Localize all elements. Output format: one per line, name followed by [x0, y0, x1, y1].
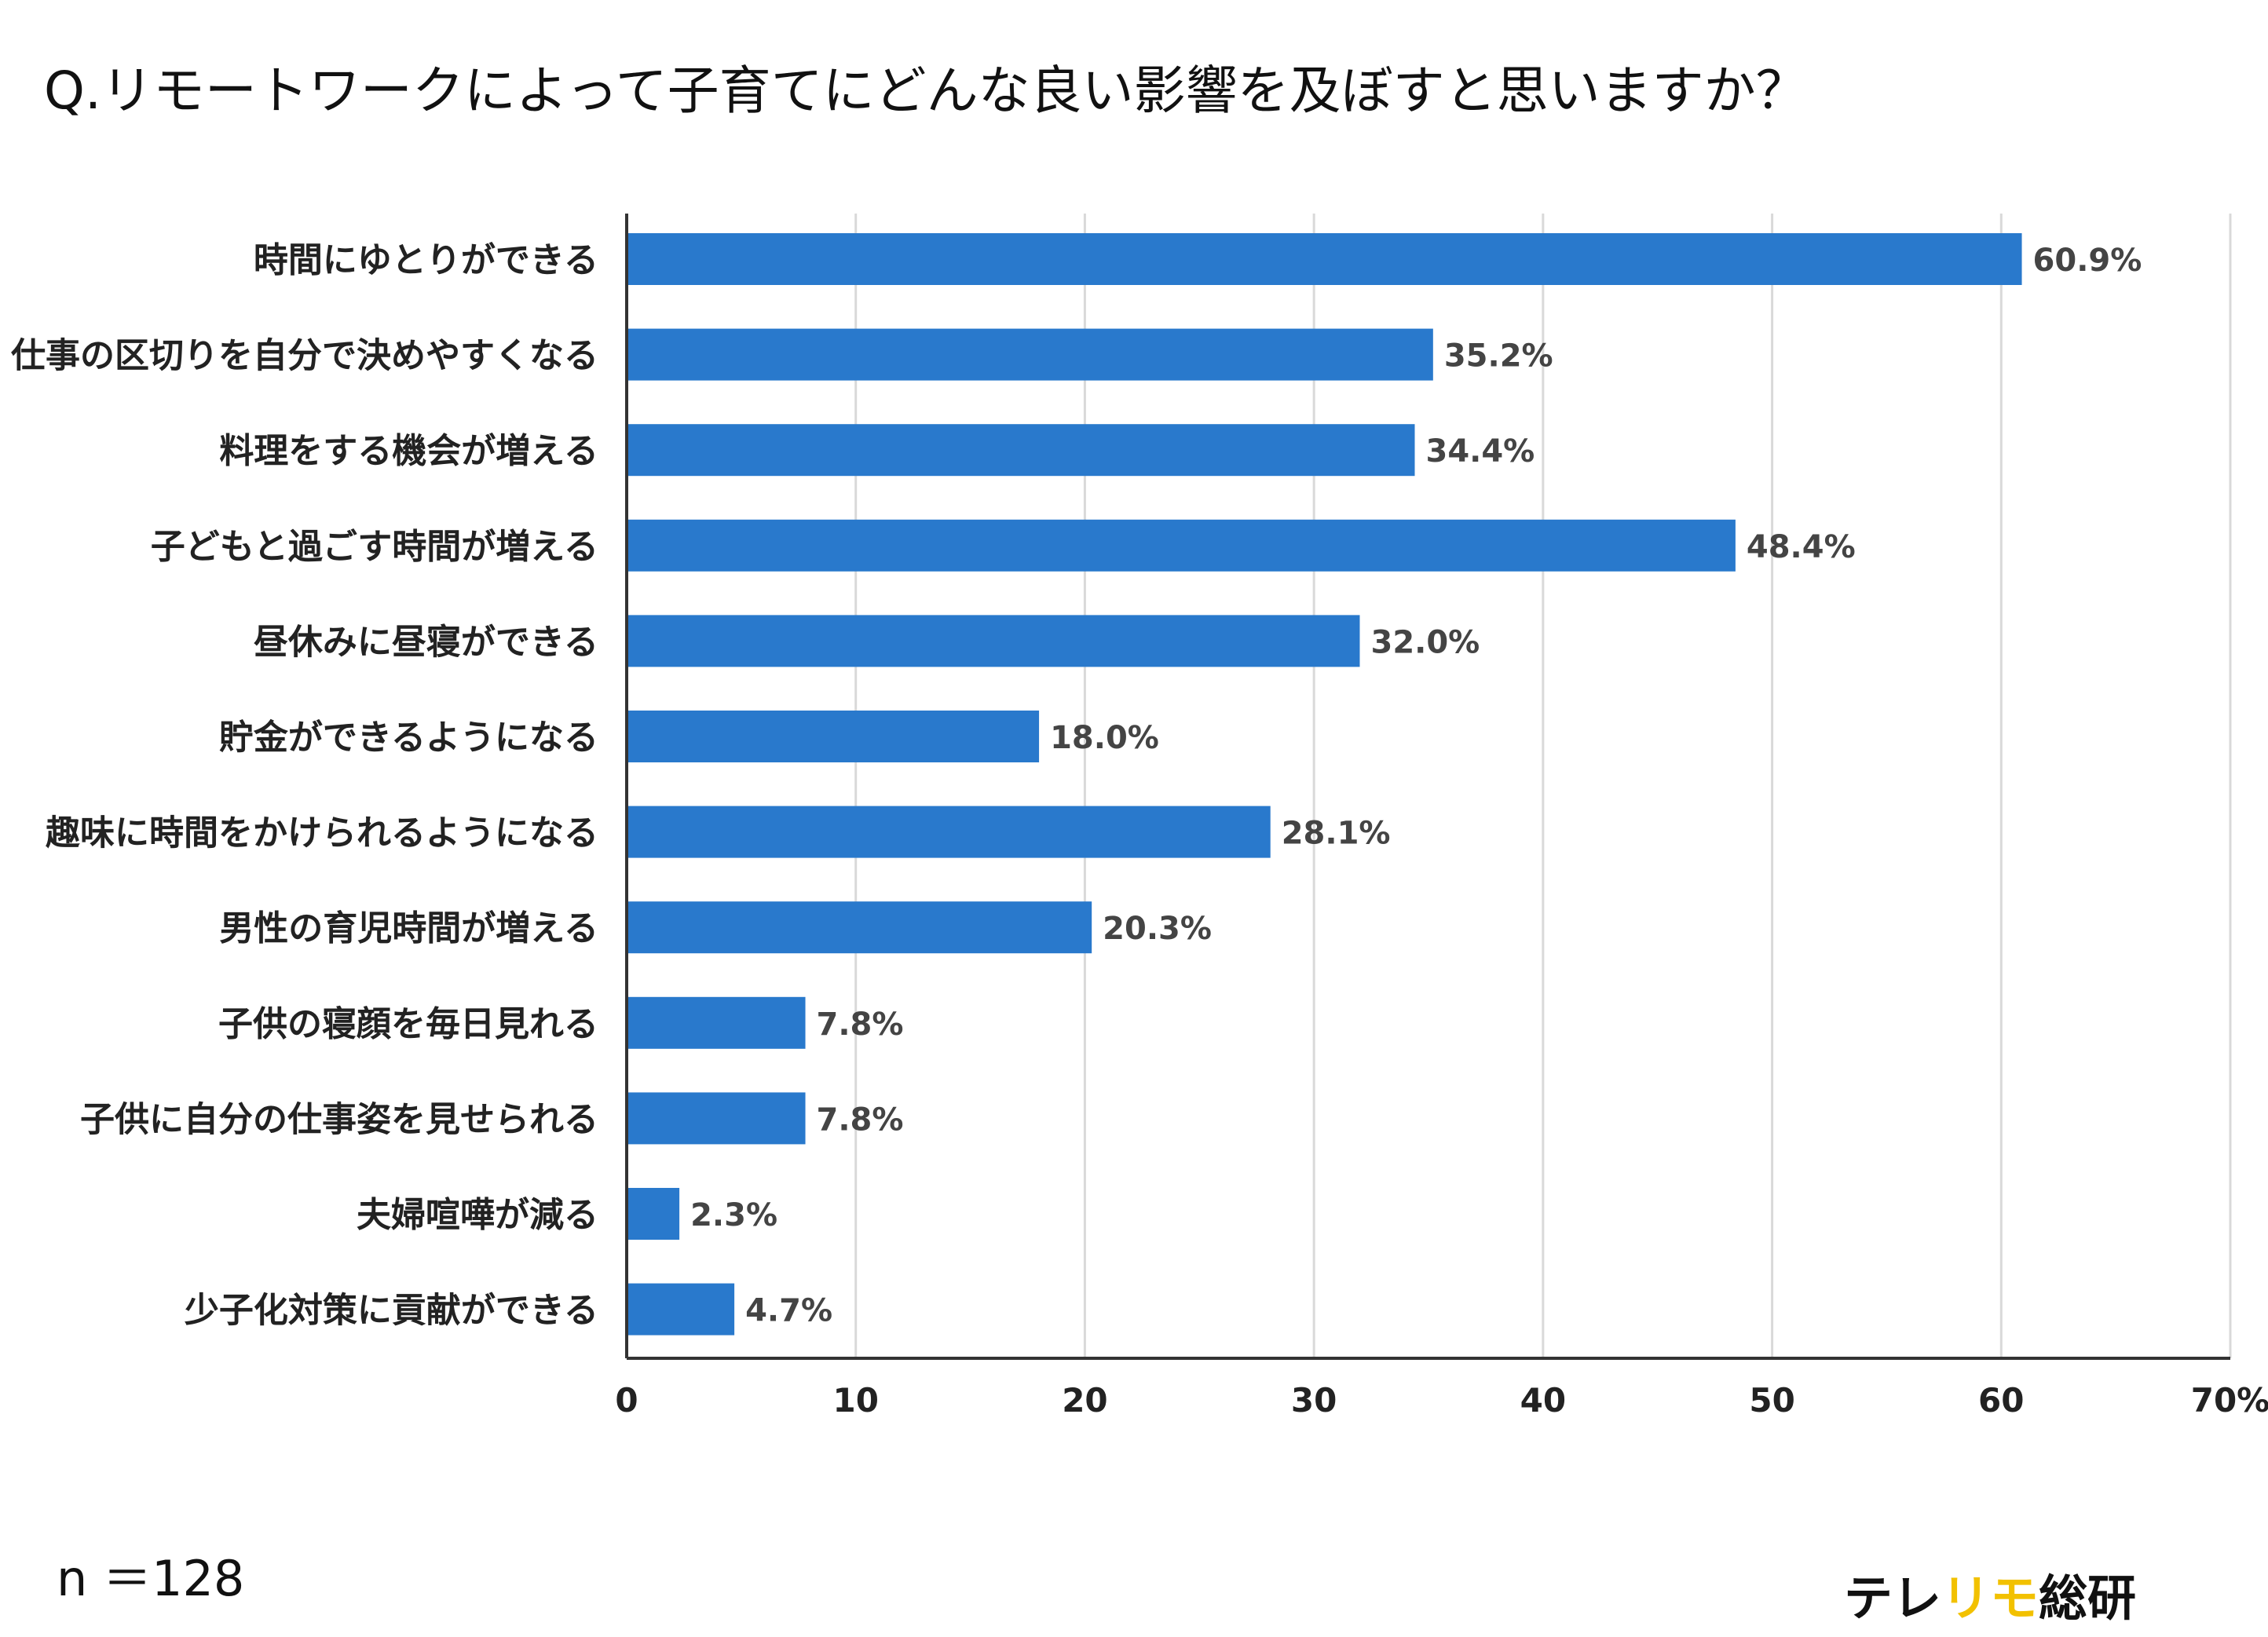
- category-label: 趣味に時間をかけられるようになる: [46, 813, 598, 853]
- brand-logo: テレリモ総研: [1844, 1558, 2136, 1629]
- x-tick-label: 60: [1978, 1381, 2024, 1420]
- bar: [627, 519, 1736, 572]
- bar: [627, 806, 1271, 858]
- category-label: 少子化対策に貢献ができる: [185, 1291, 598, 1331]
- x-tick-label: 0: [615, 1381, 638, 1420]
- category-label: 子供の寝顔を毎日見れる: [218, 1004, 598, 1044]
- category-label: 夫婦喧嘩が減る: [357, 1195, 598, 1235]
- bar: [627, 328, 1433, 381]
- category-label: 時間にゆとりができる: [254, 240, 598, 280]
- bar: [627, 615, 1360, 667]
- category-labels: 時間にゆとりができる仕事の区切りを自分で決めやすくなる料理をする機会が増える子ど…: [11, 240, 598, 1331]
- x-tick-label: 30: [1291, 1381, 1337, 1420]
- bars: [627, 233, 2022, 1336]
- bar: [627, 233, 2022, 285]
- category-label: 料理をする機会が増える: [219, 431, 598, 471]
- value-label: 60.9%: [2033, 243, 2142, 279]
- bar: [627, 424, 1415, 477]
- bar: [627, 1188, 680, 1240]
- sample-size: n ＝128: [57, 1550, 245, 1607]
- value-label: 7.8%: [817, 1007, 904, 1043]
- brand-part3: 総研: [2039, 1569, 2137, 1627]
- grid-lines: [854, 214, 2232, 1358]
- bar: [627, 711, 1040, 762]
- category-label: 男性の育児時間が増える: [219, 908, 598, 948]
- bar: [627, 901, 1092, 954]
- x-tick-label: 10: [832, 1381, 878, 1420]
- brand-part2: リモ: [1941, 1569, 2039, 1627]
- value-label: 35.2%: [1444, 338, 1553, 375]
- value-label: 48.4%: [1747, 529, 1856, 565]
- value-label: 7.8%: [817, 1102, 904, 1138]
- category-label: 昼休みに昼寝ができる: [254, 622, 598, 662]
- x-tick-label: 40: [1520, 1381, 1566, 1420]
- bar-chart: 時間にゆとりができる仕事の区切りを自分で決めやすくなる料理をする機会が増える子ど…: [11, 214, 2268, 1420]
- value-label: 32.0%: [1370, 624, 1480, 660]
- value-label: 20.3%: [1103, 911, 1212, 947]
- bar: [627, 1283, 735, 1336]
- x-tick-label: 70%: [2191, 1381, 2268, 1420]
- chart-title: Q.リモートワークによって子育てにどんな良い影響を及ぼすと思いますか？: [44, 60, 1808, 121]
- value-label: 34.4%: [1425, 433, 1535, 470]
- bar: [627, 996, 806, 1049]
- value-labels: 60.9% 35.2% 34.4% 48.4% 32.0% 18.0% 28.1% 20.3%…: [690, 243, 2142, 1329]
- axes: 0 10 20 30 40 50 60 70%: [615, 214, 2268, 1420]
- value-label: 28.1%: [1282, 816, 1391, 852]
- brand-part1: テレ: [1844, 1569, 1942, 1627]
- x-tick-label: 50: [1749, 1381, 1794, 1420]
- value-label: 2.3%: [690, 1197, 777, 1233]
- value-label: 4.7%: [745, 1293, 832, 1329]
- value-label: 18.0%: [1050, 720, 1159, 756]
- category-label: 貯金ができるようになる: [219, 718, 598, 758]
- category-label: 子どもと過ごす時間が増える: [151, 527, 598, 567]
- x-tick-label: 20: [1062, 1381, 1107, 1420]
- bar: [627, 1092, 806, 1145]
- category-label: 子供に自分の仕事姿を見せられる: [80, 1099, 598, 1139]
- category-label: 仕事の区切りを自分で決めやすくなる: [11, 336, 598, 376]
